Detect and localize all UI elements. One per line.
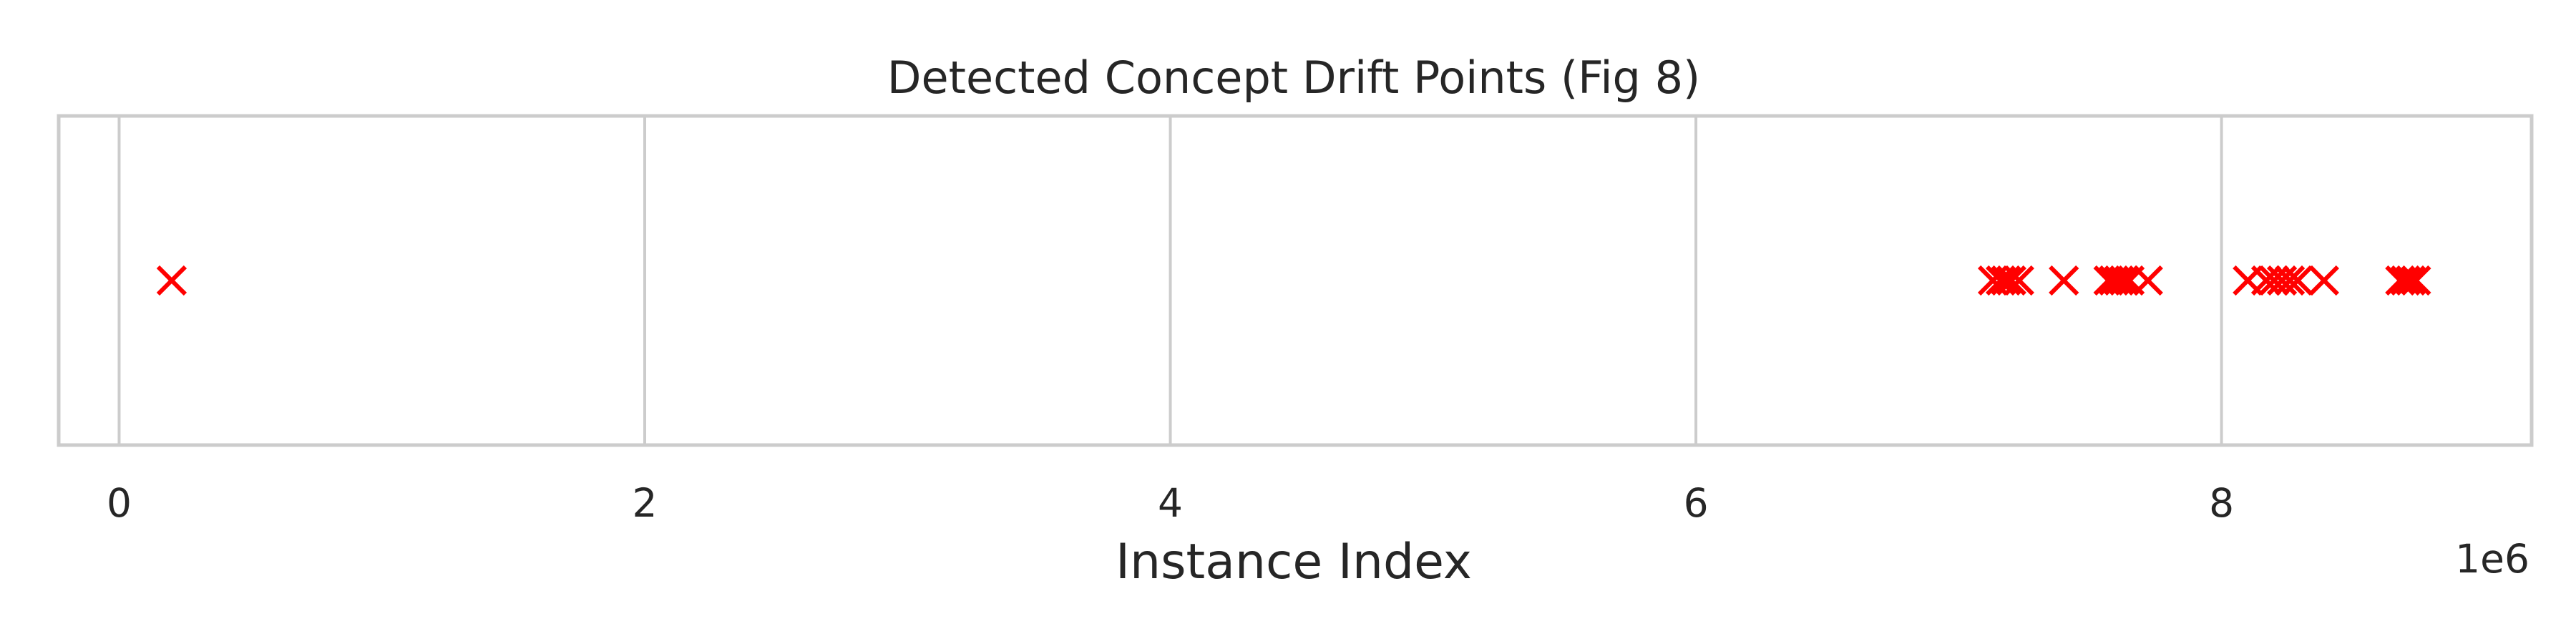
drift-point-marker bbox=[1996, 265, 2026, 296]
plot-frame bbox=[57, 114, 2534, 447]
drift-point-marker bbox=[2283, 265, 2313, 296]
drift-point-marker bbox=[2395, 265, 2426, 296]
x-tick-label: 6 bbox=[1684, 480, 1709, 526]
x-tick-label: 4 bbox=[1158, 480, 1183, 526]
x-axis-label: Instance Index bbox=[1116, 534, 1472, 590]
drift-point-marker bbox=[2390, 265, 2421, 296]
drift-point-marker bbox=[2308, 265, 2339, 296]
drift-point-marker bbox=[2104, 265, 2135, 296]
drift-point-marker bbox=[2004, 265, 2034, 296]
drift-points bbox=[156, 265, 2431, 296]
x-tick-label: 0 bbox=[107, 480, 132, 526]
drift-point-marker bbox=[1991, 265, 2021, 296]
x-tick-labels: 0 2 4 6 8 bbox=[107, 480, 2234, 526]
drift-point-marker bbox=[2401, 265, 2431, 296]
x-tick-label: 2 bbox=[633, 480, 658, 526]
drift-point-marker bbox=[156, 265, 187, 296]
chart-title: Detected Concept Drift Points (Fig 8) bbox=[887, 52, 1701, 104]
drift-point-marker bbox=[2132, 265, 2163, 296]
x-axis-scale-label: 1e6 bbox=[2455, 536, 2529, 582]
grid-lines bbox=[117, 116, 2223, 445]
drift-point-marker bbox=[2109, 265, 2140, 296]
x-tick-label: 8 bbox=[2209, 480, 2234, 526]
drift-point-marker bbox=[2274, 265, 2306, 296]
drift-point-marker bbox=[2049, 265, 2079, 296]
